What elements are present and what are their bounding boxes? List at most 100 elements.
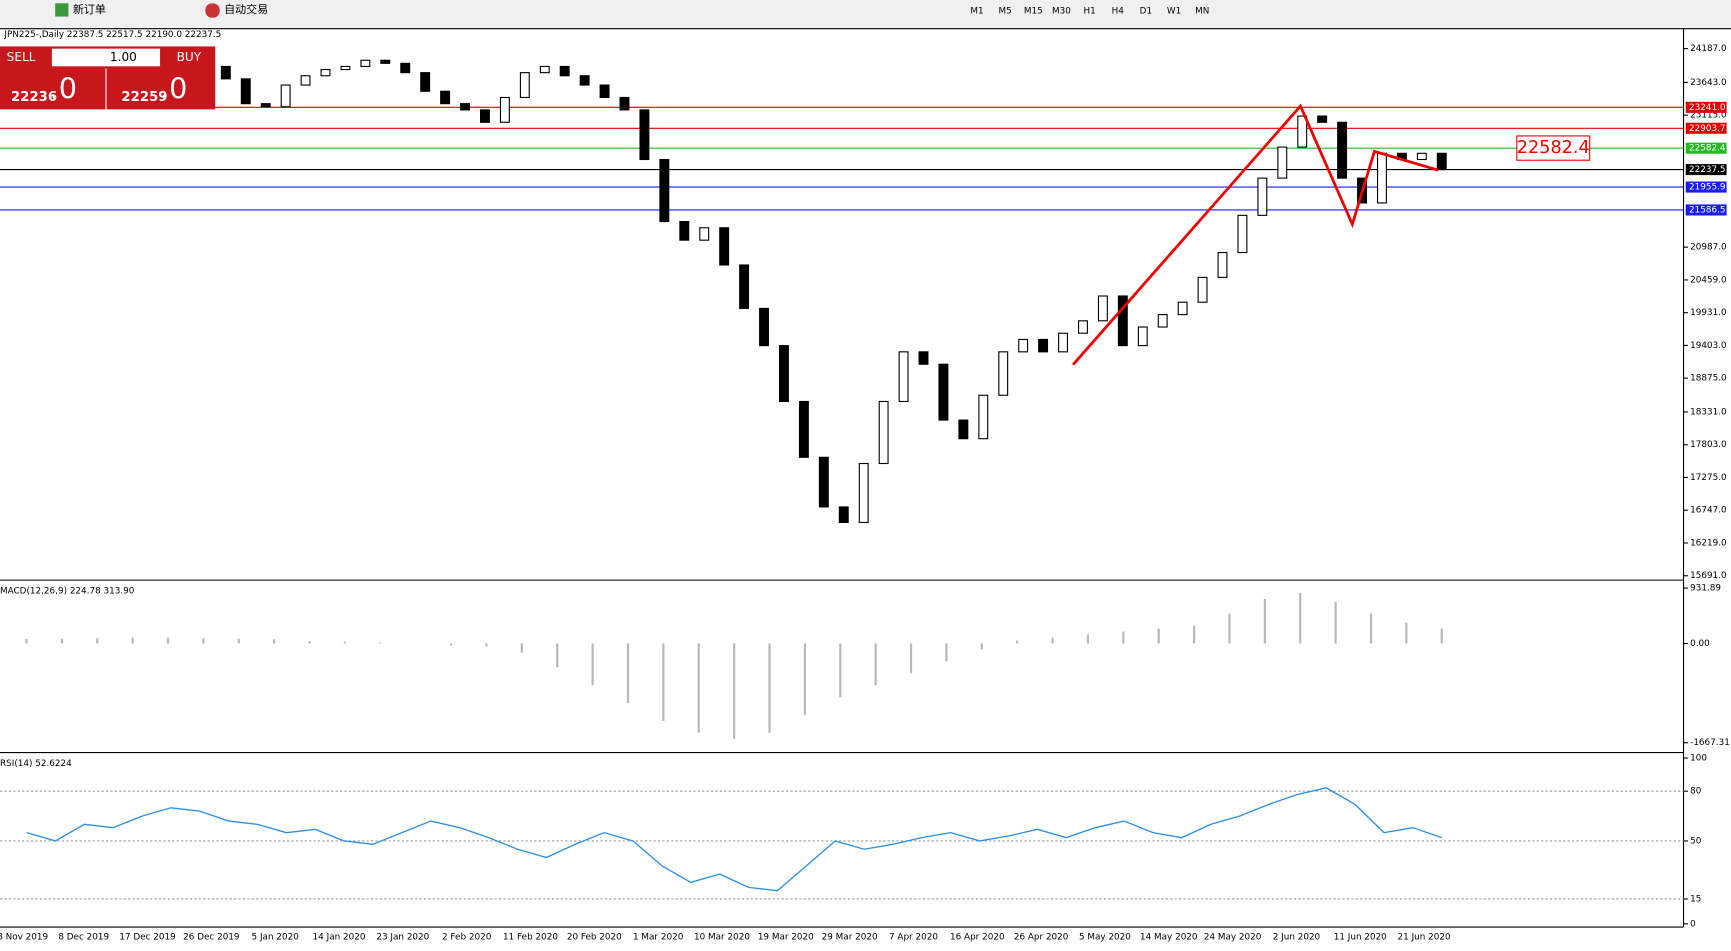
candle [898, 351, 909, 403]
candle [719, 227, 730, 266]
histogram-bar [1228, 613, 1231, 644]
icon[interactable] [55, 3, 69, 17]
histogram-bar [449, 643, 453, 646]
histogram-bar [308, 641, 311, 644]
price-level-label: 22582.4 [1689, 144, 1726, 154]
candle [360, 59, 371, 68]
candle [1157, 314, 1168, 328]
candle [878, 400, 889, 465]
annotation: 22582.4 [1517, 138, 1590, 158]
sell-button[interactable]: SELL [7, 50, 36, 64]
candle [1237, 214, 1248, 254]
icon[interactable] [205, 3, 220, 18]
candle [479, 109, 490, 123]
candle [220, 65, 231, 80]
candle [1257, 177, 1268, 216]
y-tick-label: -1667.31 [1690, 738, 1730, 748]
timeframe-button[interactable]: MN [1195, 7, 1209, 17]
histogram-bar [96, 638, 99, 644]
candle [1317, 115, 1328, 123]
price-level-tag [1685, 101, 1727, 113]
candle [420, 72, 431, 92]
bid-price[interactable]: 22236 [11, 90, 57, 105]
histogram-bar [520, 643, 523, 653]
candle [858, 462, 869, 524]
x-tick-label: 14 May 2020 [1140, 933, 1198, 943]
y-tick-label: 18875.0 [1690, 374, 1727, 384]
y-tick-label: 16747.0 [1690, 506, 1727, 516]
candle [639, 109, 650, 161]
candle [280, 84, 291, 108]
timeframe-button[interactable]: D1 [1140, 7, 1152, 17]
price-level-tag [1685, 142, 1727, 154]
y-tick-label: 23115.0 [1690, 111, 1727, 121]
x-tick-label: 16 Apr 2020 [950, 933, 1005, 943]
y-tick-label: 15691.0 [1690, 571, 1727, 581]
candle [1097, 295, 1108, 322]
histogram-bar [839, 643, 842, 698]
volume[interactable]: 1.00 [110, 50, 137, 64]
price-level-label: 23241.0 [1689, 103, 1726, 113]
timeframe-button[interactable]: H4 [1112, 7, 1125, 17]
candle [559, 65, 570, 77]
y-tick-label: 80 [1690, 787, 1702, 797]
histogram-bar [343, 641, 347, 644]
x-tick-label: 2 Jun 2020 [1273, 933, 1321, 943]
candle [1077, 320, 1088, 334]
histogram-bar [379, 642, 382, 644]
candle [1018, 338, 1029, 353]
price-level-tag [1685, 122, 1727, 134]
candle [1416, 152, 1427, 161]
timeframe-button[interactable]: W1 [1167, 7, 1181, 17]
x-tick-label: 2 Feb 2020 [442, 933, 492, 943]
new-order[interactable]: 新订单 [73, 2, 106, 16]
histogram-bar [874, 643, 877, 686]
price-level-label: 21586.5 [1689, 205, 1725, 215]
candle [1217, 252, 1228, 278]
histogram-bar [166, 637, 170, 644]
histogram-bar [1192, 625, 1196, 644]
timeframe-button[interactable]: M15 [1024, 7, 1043, 17]
ask-fraction[interactable]: .0 [160, 72, 187, 106]
histogram-bar [1086, 634, 1090, 644]
histogram-bar [1369, 613, 1373, 644]
x-tick-label: 21 Jun 2020 [1398, 933, 1451, 943]
timeframe-button[interactable]: H1 [1083, 7, 1095, 17]
histogram-bar [768, 643, 771, 733]
candle [838, 506, 849, 524]
trade-panel: SELL 1.00 BUY 22236 .0 22259 .0 [0, 46, 216, 110]
buy-button[interactable]: BUY [177, 50, 202, 64]
y-tick-label: 16219.0 [1690, 538, 1727, 548]
ask-price[interactable]: 22259 [121, 90, 167, 105]
histogram-bar [733, 643, 736, 739]
spacer [0, 22, 1731, 28]
x-tick-label: 5 Jan 2020 [252, 933, 300, 943]
y-tick-label: 24187.0 [1690, 44, 1727, 54]
y-tick-label: 0.00 [1690, 639, 1710, 649]
histogram-bar [1263, 598, 1266, 644]
x-tick-label: 29 Mar 2020 [822, 933, 878, 943]
x-tick-label: 24 May 2020 [1204, 933, 1262, 943]
price-level-label: 21955.9 [1689, 183, 1725, 193]
bid-fraction[interactable]: .0 [50, 72, 77, 106]
x-tick-label: 11 Jun 2020 [1334, 933, 1387, 943]
price-level-tag [1685, 204, 1727, 216]
x-tick-label: 5 May 2020 [1079, 933, 1131, 943]
candle [998, 351, 1009, 396]
candle [798, 400, 809, 458]
timeframe-button[interactable]: M5 [999, 7, 1012, 17]
candle [599, 84, 610, 99]
volume-box[interactable] [51, 48, 161, 67]
histogram-bar [591, 643, 594, 686]
timeframe-button[interactable]: M30 [1052, 7, 1071, 17]
auto-trading[interactable]: 自动交易 [224, 2, 268, 16]
zigzag-drawing[interactable] [1072, 103, 1439, 366]
candle [1297, 115, 1308, 148]
candle [958, 419, 969, 440]
candle [440, 90, 451, 105]
price-level-tag [1685, 181, 1727, 193]
histogram-bar [909, 643, 913, 674]
timeframe-button[interactable]: M1 [970, 7, 983, 17]
